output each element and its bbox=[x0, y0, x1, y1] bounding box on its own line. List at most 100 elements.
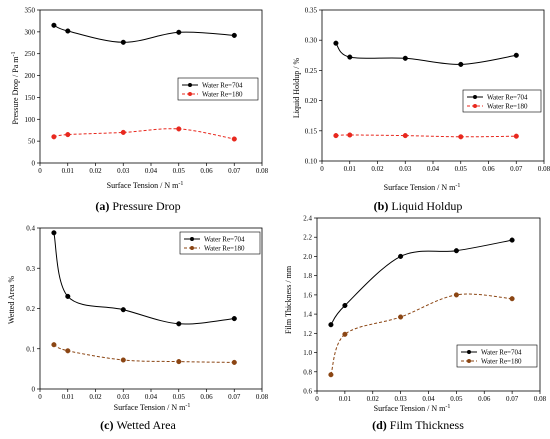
panel-c: Wetted Area % Surface Tension / N m-1 (c… bbox=[7, 225, 269, 433]
panel-c-legend-label-1: Water Re=704 bbox=[204, 236, 245, 244]
panel-b-series-1-point bbox=[402, 55, 408, 61]
panel-c-x-tick-label: 0.05 bbox=[173, 393, 186, 401]
panel-c-x-tick-label: 0.08 bbox=[256, 393, 269, 401]
panel-b-series-1-point bbox=[513, 52, 519, 58]
panel-d-y-tick-label: 0.6 bbox=[303, 388, 312, 396]
panel-d-series-1-point bbox=[328, 322, 334, 328]
panel-b-series-1-point bbox=[347, 54, 353, 60]
panel-c-series-2-point bbox=[231, 359, 237, 365]
panel-b-y-tick-label: 0.20 bbox=[305, 97, 318, 105]
panel-a-series-2 bbox=[51, 126, 237, 142]
panel-a-series-1-point bbox=[51, 22, 57, 28]
panel-b-series-2 bbox=[333, 132, 519, 140]
panel-b-y-tick-label: 0.10 bbox=[305, 158, 318, 166]
panel-d-legend-label-2: Water Re=180 bbox=[481, 358, 522, 366]
panel-a-legend-label-2: Water Re=180 bbox=[202, 91, 243, 99]
panel-b-y-tick-label: 0.35 bbox=[305, 7, 318, 15]
panel-c-series-1-point bbox=[176, 321, 182, 327]
panel-c-series-2-point bbox=[51, 342, 57, 348]
panel-d-x-tick-label: 0.06 bbox=[478, 395, 491, 403]
panel-c-series-2-line bbox=[53, 344, 235, 363]
panel-a-y-tick-label: 250 bbox=[25, 50, 36, 58]
panel-b-series-1-point bbox=[333, 40, 339, 46]
panel-c-legend-label-2: Water Re=180 bbox=[204, 245, 245, 253]
panel-a-series-1-point bbox=[231, 32, 237, 38]
panel-d-x-tick-label: 0.04 bbox=[422, 395, 435, 403]
panel-b-x-tick-label: 0.04 bbox=[427, 165, 440, 173]
panel-d-y-tick-label: 2.4 bbox=[303, 215, 312, 223]
panel-d-y-tick-label: 1.6 bbox=[303, 291, 312, 299]
panel-a-ylabel: Pressure Drop / Pa m-1 bbox=[11, 52, 20, 125]
panel-d-y-tick-label: 1.2 bbox=[303, 330, 312, 338]
panel-a-y-tick-label: 0 bbox=[32, 160, 36, 168]
panel-a-legend-marker-2 bbox=[188, 92, 192, 96]
panel-c-series-1 bbox=[51, 230, 237, 327]
panel-c-y-tick-label: 0.2 bbox=[26, 305, 35, 313]
panel-d-x-tick-label: 0 bbox=[315, 395, 319, 403]
panel-a-y-tick-label: 50 bbox=[28, 138, 36, 146]
panel-b-caption: (b) Liquid Holdup bbox=[374, 199, 463, 213]
panel-d-y-tick-label: 2.0 bbox=[303, 253, 312, 261]
panel-a-series-2-point bbox=[51, 134, 57, 140]
panel-d-y-tick-label: 0.8 bbox=[303, 368, 312, 376]
panel-d: Film Thickness / mm Surface Tension / N … bbox=[284, 215, 547, 433]
panel-b-series-1-line bbox=[335, 42, 517, 65]
panel-c-x-tick-label: 0.03 bbox=[117, 393, 130, 401]
panel-a-x-tick-label: 0.04 bbox=[145, 167, 158, 175]
panel-a-x-tick-label: 0.05 bbox=[173, 167, 186, 175]
panel-b-series-2-point bbox=[458, 134, 464, 140]
panel-d-legend-marker-1 bbox=[467, 350, 471, 354]
panel-d-series-1-point bbox=[398, 253, 404, 259]
panel-a-series-2-point bbox=[231, 136, 237, 142]
panel-a-y-tick-label: 150 bbox=[25, 94, 36, 102]
panel-a-legend-label-1: Water Re=704 bbox=[202, 82, 243, 90]
panel-c-legend-marker-2 bbox=[190, 246, 194, 250]
panel-c-series-1-point bbox=[51, 230, 57, 236]
panel-b-series-1 bbox=[333, 40, 519, 67]
panel-d-series-2-point bbox=[328, 372, 334, 378]
panel-a-series-1-point bbox=[120, 39, 126, 45]
panel-c-y-tick-label: 0.3 bbox=[26, 265, 35, 273]
panel-b-legend-marker-2 bbox=[473, 104, 477, 108]
panel-a-caption: (a) Pressure Drop bbox=[95, 199, 180, 213]
panel-b-series-2-point bbox=[347, 132, 353, 138]
panel-a-y-tick-label: 300 bbox=[25, 28, 36, 36]
panel-d-xlabel: Surface Tension / N m-1 bbox=[374, 404, 451, 413]
panel-a-x-tick-label: 0.01 bbox=[62, 167, 75, 175]
panel-d-caption: (d) Film Thickness bbox=[372, 418, 464, 432]
panel-d-y-tick-label: 2.2 bbox=[303, 234, 312, 242]
panel-c-ylabel: Wetted Area % bbox=[7, 276, 16, 325]
panel-c-legend-marker-1 bbox=[190, 237, 194, 241]
panel-b-series-2-point bbox=[333, 133, 339, 139]
panel-d-y-tick-label: 1.4 bbox=[303, 311, 312, 319]
panel-b-series-1-point bbox=[458, 61, 464, 67]
panel-c-caption: (c) Wetted Area bbox=[100, 418, 176, 432]
panel-b-x-tick-label: 0.05 bbox=[455, 165, 468, 173]
panel-c-y-tick-label: 0.4 bbox=[26, 225, 35, 233]
panel-a-x-tick-label: 0.08 bbox=[256, 167, 269, 175]
panel-d-series-1 bbox=[328, 237, 515, 328]
panel-b-y-tick-label: 0.25 bbox=[305, 67, 318, 75]
panel-d-legend-label-1: Water Re=704 bbox=[481, 349, 522, 357]
panel-b-ylabel: Liquid Holdup / % bbox=[292, 58, 301, 119]
panel-b-x-tick-label: 0.02 bbox=[371, 165, 384, 173]
panel-c-series-2 bbox=[51, 342, 237, 365]
panel-a-x-tick-label: 0 bbox=[38, 167, 42, 175]
panel-d-series-2-point bbox=[453, 292, 459, 298]
panel-a-series-1-point bbox=[176, 29, 182, 35]
panel-b-x-tick-label: 0.07 bbox=[510, 165, 523, 173]
panel-a-y-tick-label: 200 bbox=[25, 72, 36, 80]
panel-d-x-tick-label: 0.01 bbox=[339, 395, 352, 403]
panel-c-x-tick-label: 0.02 bbox=[89, 393, 102, 401]
panel-b-plot-frame bbox=[321, 9, 545, 162]
panel-d-y-tick-label: 1.8 bbox=[303, 272, 312, 280]
panel-c-x-tick-label: 0.04 bbox=[145, 393, 158, 401]
panel-a-x-tick-label: 0.03 bbox=[117, 167, 130, 175]
panel-d-x-tick-label: 0.02 bbox=[367, 395, 380, 403]
panel-d-legend-marker-2 bbox=[467, 359, 471, 363]
